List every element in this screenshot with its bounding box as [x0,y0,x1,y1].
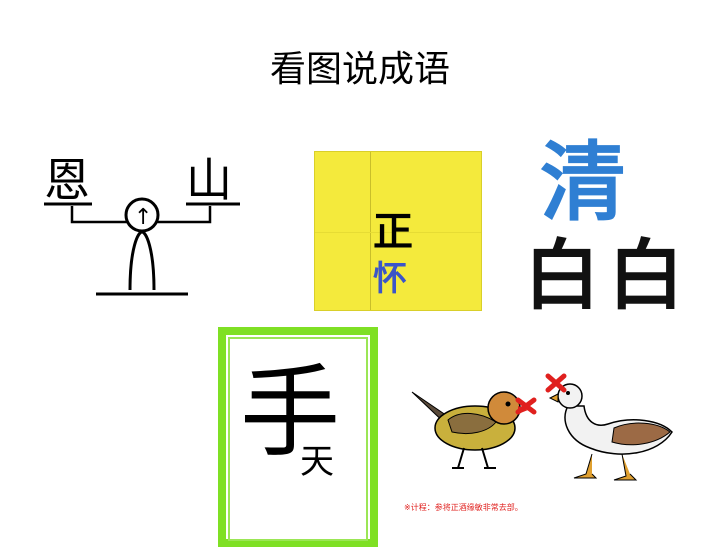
qing-puzzle: 清 白 白 [520,140,695,315]
birds-puzzle: ※计程：参将正酒缘敏非常去部。 [404,373,673,512]
bai-char-right: 白 [608,231,684,320]
scale-puzzle: 恩 山 ↑ [44,153,240,296]
scale-right-char: 山 [186,153,232,207]
yellow-divider-line-2 [315,232,481,233]
goose-icon [548,383,673,481]
yellow-divider-line [370,152,371,310]
huai-char: 怀 [373,259,407,299]
zheng-char: 正 [373,209,413,255]
sparrow-icon [411,391,528,469]
birds-caption: ※计程：参将正酒缘敏非常去部。 [404,502,523,512]
scale-pivot-arrow: ↑ [134,205,152,230]
bai-char-left: 白 [524,231,600,320]
tian-char: 天 [300,442,334,482]
red-cross-icon [515,397,537,415]
shou-char: 手 [240,354,340,471]
qing-char: 清 [540,133,626,233]
yellow-puzzle: 正 怀 [314,151,482,311]
red-cross-icon [545,373,567,393]
slide-title: 看图说成语 [269,49,450,90]
hand-puzzle: 手 天 [218,327,378,547]
scale-left-char: 恩 [44,153,90,207]
